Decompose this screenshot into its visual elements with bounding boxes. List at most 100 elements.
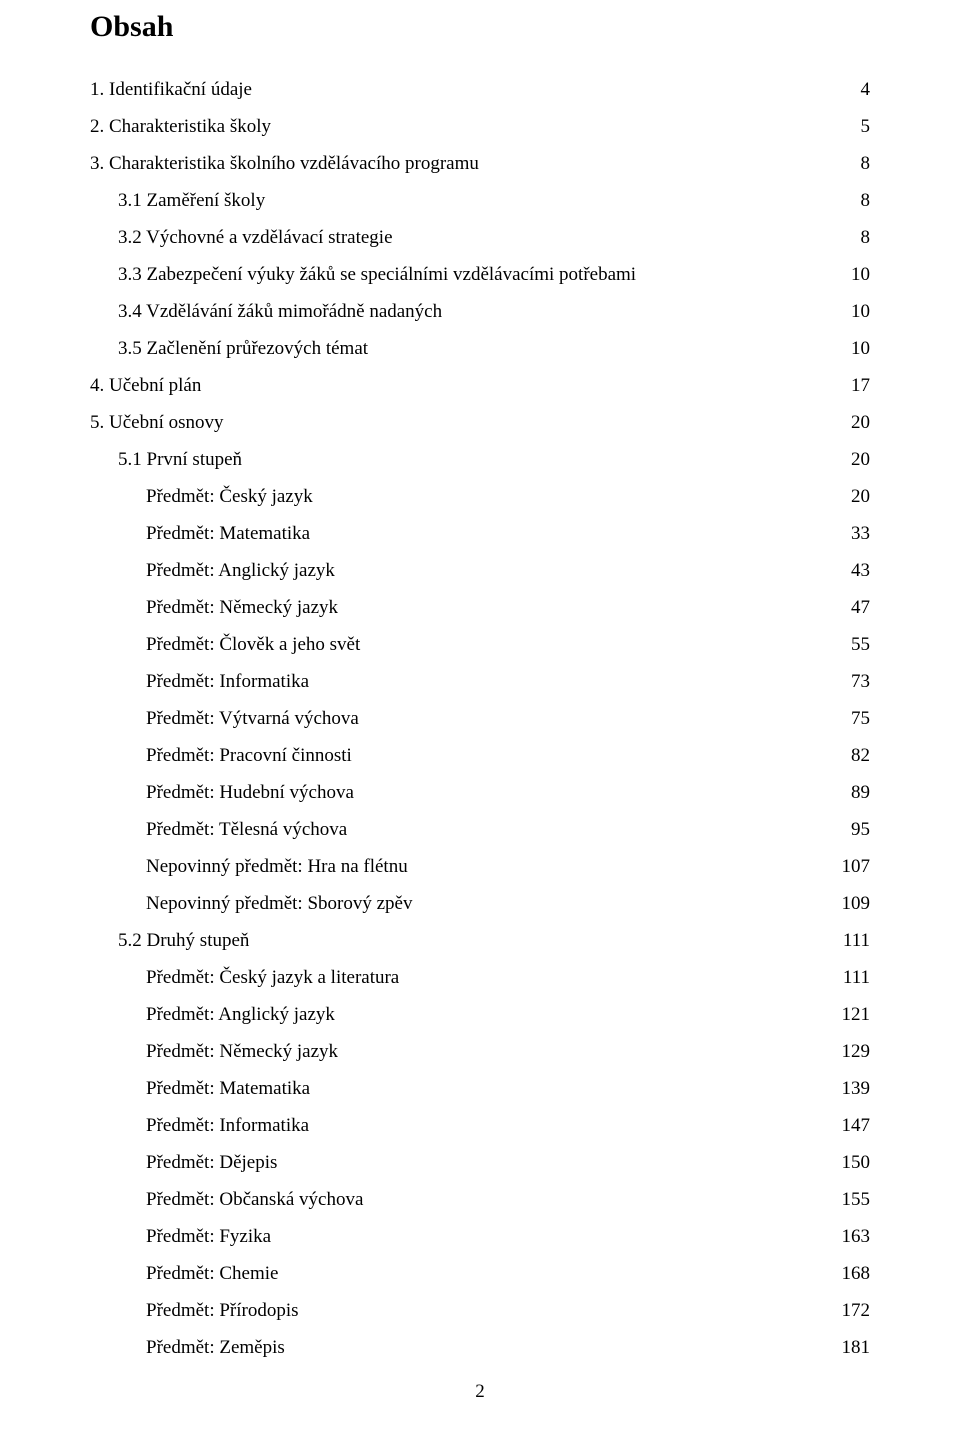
- toc-entry: Předmět: Matematika 139: [90, 1079, 870, 1098]
- toc-entry-page: 17: [851, 376, 870, 395]
- toc-entry-page: 111: [843, 968, 870, 987]
- toc-entry-page: 10: [851, 302, 870, 321]
- toc-entry: Nepovinný předmět: Hra na flétnu 107: [90, 857, 870, 876]
- toc-entry-label: Nepovinný předmět: Hra na flétnu: [146, 857, 408, 876]
- toc-entry: Předmět: Anglický jazyk 43: [90, 561, 870, 580]
- toc-entry-label: Předmět: Německý jazyk: [146, 598, 338, 617]
- toc-entry-label: Předmět: Anglický jazyk: [146, 1005, 335, 1024]
- toc-entry-page: 33: [851, 524, 870, 543]
- toc-page: Obsah 1. Identifikační údaje 4 2. Charakte…: [0, 0, 960, 1443]
- toc-entry-page: 10: [851, 265, 870, 284]
- toc-entry-label: Předmět: Člověk a jeho svět: [146, 635, 360, 654]
- page-number: 2: [90, 1381, 870, 1403]
- toc-entry-page: 8: [861, 154, 871, 173]
- toc-entry-page: 20: [851, 413, 870, 432]
- toc-entry: Předmět: Hudební výchova 89: [90, 783, 870, 802]
- toc-entry: 5. Učební osnovy 20: [90, 413, 870, 432]
- toc-entry-page: 20: [851, 487, 870, 506]
- toc-entry-label: 2. Charakteristika školy: [90, 117, 271, 136]
- toc-entry-label: Předmět: Výtvarná výchova: [146, 709, 359, 728]
- toc-entry: Předmět: Český jazyk a literatura111: [90, 968, 870, 987]
- toc-entry-page: 172: [842, 1301, 871, 1320]
- toc-entry-page: 82: [851, 746, 870, 765]
- toc-entry-page: 109: [842, 894, 871, 913]
- toc-entry-page: 10: [851, 339, 870, 358]
- toc-entry-label: Předmět: Občanská výchova: [146, 1190, 363, 1209]
- toc-entry-page: 47: [851, 598, 870, 617]
- toc-entry: 3.1 Zaměření školy 8: [90, 191, 870, 210]
- toc-entry: Předmět: Německý jazyk 47: [90, 598, 870, 617]
- toc-entry: Předmět: Chemie 168: [90, 1264, 870, 1283]
- toc-entry-page: 89: [851, 783, 870, 802]
- toc-entry-page: 55: [851, 635, 870, 654]
- toc-entry-label: Předmět: Český jazyk: [146, 487, 313, 506]
- toc-entry-label: 3.5 Začlenění průřezových témat: [118, 339, 368, 358]
- toc-entry-page: 181: [842, 1338, 871, 1357]
- toc-entry-label: 3.2 Výchovné a vzdělávací strategie: [118, 228, 393, 247]
- toc-entry-page: 73: [851, 672, 870, 691]
- toc-entry: 3.5 Začlenění průřezových témat 10: [90, 339, 870, 358]
- toc-entry-page: 4: [861, 80, 871, 99]
- toc-entry: 3.2 Výchovné a vzdělávací strategie 8: [90, 228, 870, 247]
- toc-entry: 3.3 Zabezpečení výuky žáků se speciálním…: [90, 265, 870, 284]
- toc-entry: Předmět: Informatika 147: [90, 1116, 870, 1135]
- toc-entry-label: 3.3 Zabezpečení výuky žáků se speciálním…: [118, 265, 636, 284]
- toc-entry: 5.2 Druhý stupeň111: [90, 931, 870, 950]
- toc-entry-label: Předmět: Fyzika: [146, 1227, 271, 1246]
- toc-entry: Předmět: Pracovní činnosti 82: [90, 746, 870, 765]
- toc-entry-label: Předmět: Dějepis: [146, 1153, 277, 1172]
- toc-entry: 5.1 První stupeň 20: [90, 450, 870, 469]
- toc-entry-page: 150: [842, 1153, 871, 1172]
- toc-entry: Předmět: Český jazyk 20: [90, 487, 870, 506]
- toc-entry-label: Předmět: Chemie: [146, 1264, 278, 1283]
- toc-entry: Předmět: Tělesná výchova 95: [90, 820, 870, 839]
- toc-entry: Předmět: Výtvarná výchova 75: [90, 709, 870, 728]
- toc-entry-page: 43: [851, 561, 870, 580]
- toc-entry: Předmět: Dějepis 150: [90, 1153, 870, 1172]
- toc-list: 1. Identifikační údaje 4 2. Charakteristik…: [90, 80, 870, 1357]
- toc-entry-label: Předmět: Přírodopis: [146, 1301, 299, 1320]
- toc-entry-label: Předmět: Německý jazyk: [146, 1042, 338, 1061]
- toc-entry: Předmět: Občanská výchova 155: [90, 1190, 870, 1209]
- toc-entry-label: 5. Učební osnovy: [90, 413, 224, 432]
- toc-entry-page: 8: [861, 191, 871, 210]
- toc-entry-label: Předmět: Hudební výchova: [146, 783, 354, 802]
- toc-entry: 4. Učební plán 17: [90, 376, 870, 395]
- toc-entry: Předmět: Informatika73: [90, 672, 870, 691]
- toc-entry-label: 4. Učební plán: [90, 376, 201, 395]
- toc-entry-label: Předmět: Pracovní činnosti: [146, 746, 352, 765]
- toc-entry: Předmět: Matematika 33: [90, 524, 870, 543]
- toc-entry-label: 3.1 Zaměření školy: [118, 191, 265, 210]
- toc-entry-page: 20: [851, 450, 870, 469]
- toc-entry: 3.4 Vzdělávání žáků mimořádně nadaných 10: [90, 302, 870, 321]
- toc-entry-page: 107: [842, 857, 871, 876]
- toc-entry-page: 8: [861, 228, 871, 247]
- toc-entry-page: 147: [842, 1116, 871, 1135]
- toc-entry-label: Předmět: Informatika: [146, 1116, 309, 1135]
- page-title: Obsah: [90, 10, 870, 44]
- toc-entry: 2. Charakteristika školy 5: [90, 117, 870, 136]
- toc-entry: Předmět: Fyzika163: [90, 1227, 870, 1246]
- toc-entry-label: Předmět: Tělesná výchova: [146, 820, 347, 839]
- toc-entry-page: 95: [851, 820, 870, 839]
- toc-entry: Nepovinný předmět: Sborový zpěv109: [90, 894, 870, 913]
- toc-entry-page: 168: [842, 1264, 871, 1283]
- toc-entry-label: Předmět: Matematika: [146, 1079, 310, 1098]
- toc-entry-label: 1. Identifikační údaje: [90, 80, 252, 99]
- toc-entry-label: Předmět: Anglický jazyk: [146, 561, 335, 580]
- toc-entry-label: 5.1 První stupeň: [118, 450, 242, 469]
- toc-entry: 3. Charakteristika školního vzdělávacího…: [90, 154, 870, 173]
- toc-entry: Předmět: Zeměpis 181: [90, 1338, 870, 1357]
- toc-entry-page: 111: [843, 931, 870, 950]
- toc-entry-page: 139: [842, 1079, 871, 1098]
- toc-entry-page: 75: [851, 709, 870, 728]
- toc-entry: 1. Identifikační údaje 4: [90, 80, 870, 99]
- toc-entry-page: 5: [861, 117, 871, 136]
- toc-entry: Předmět: Přírodopis 172: [90, 1301, 870, 1320]
- toc-entry-label: 3. Charakteristika školního vzdělávacího…: [90, 154, 479, 173]
- toc-entry: Předmět: Člověk a jeho svět 55: [90, 635, 870, 654]
- toc-entry-label: 3.4 Vzdělávání žáků mimořádně nadaných: [118, 302, 442, 321]
- toc-entry-label: Předmět: Zeměpis: [146, 1338, 285, 1357]
- toc-entry-label: Předmět: Matematika: [146, 524, 310, 543]
- toc-entry-page: 155: [842, 1190, 871, 1209]
